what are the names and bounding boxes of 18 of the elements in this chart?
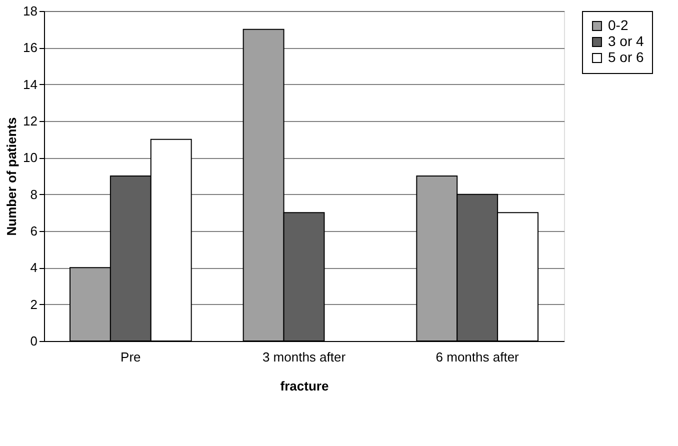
- y-tick-label: 0: [30, 334, 38, 348]
- y-tick-label: 18: [23, 4, 38, 18]
- legend-label: 3 or 4: [608, 33, 644, 49]
- legend-label: 0-2: [608, 17, 628, 33]
- y-tick-label: 12: [23, 114, 38, 128]
- x-axis-title: fracture: [280, 378, 329, 394]
- y-axis-title: Number of patients: [4, 117, 20, 236]
- y-tick-label: 16: [23, 40, 38, 56]
- y-tick-label: 4: [30, 260, 38, 276]
- x-tick-label: 6 months after: [436, 350, 520, 364]
- y-tick-label: 14: [23, 76, 38, 92]
- x-tick-label: Pre: [120, 350, 141, 364]
- x-tick-label: 3 months after: [262, 350, 346, 364]
- y-tick-label: 6: [30, 224, 38, 238]
- y-tick-label: 8: [30, 186, 38, 202]
- y-tick-label: 10: [23, 150, 38, 166]
- y-tick-label: 2: [30, 296, 38, 312]
- legend-label: 5 or 6: [608, 49, 644, 65]
